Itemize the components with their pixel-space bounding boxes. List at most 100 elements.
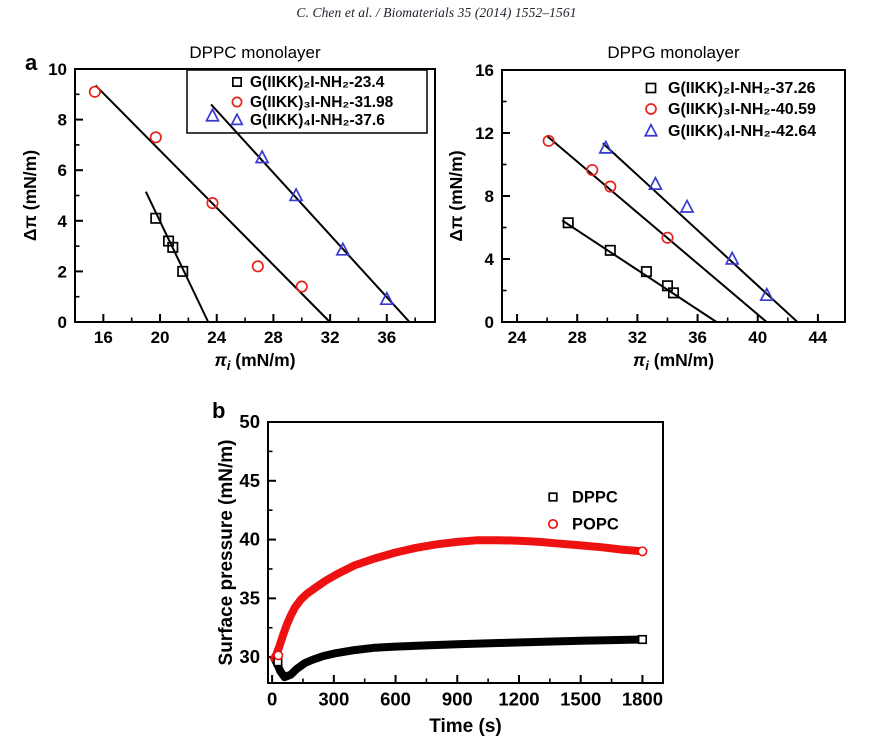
y-axis-label: Δπ (mN/m) xyxy=(20,150,40,241)
kinetics-curve xyxy=(270,635,647,682)
data-point-square xyxy=(562,217,574,229)
x-tick-label: 40 xyxy=(748,328,767,347)
data-point-triangle xyxy=(335,241,351,256)
y-tick-label: 10 xyxy=(48,60,67,79)
x-tick-label: 1800 xyxy=(622,689,663,710)
x-tick-label: 32 xyxy=(321,328,340,347)
data-point-square xyxy=(232,77,242,87)
data-point-triangle xyxy=(759,286,775,302)
legend-label: G(IIKK)₄I-NH₂-42.64 xyxy=(668,123,816,140)
x-tick-label: 32 xyxy=(628,328,647,347)
y-axis-label: Surface pressure (mN/m) xyxy=(216,440,237,666)
data-point-circle xyxy=(88,85,101,98)
data-point-circle xyxy=(604,180,617,193)
y-tick-label: 12 xyxy=(475,124,494,143)
data-point-circle xyxy=(661,231,674,244)
journal-header: C. Chen et al. / Biomaterials 35 (2014) … xyxy=(296,5,577,20)
chart-dppg-monolayer: 24 28 32 36 40 44 0 4 8 12 16 DPPG monolayer Δπ (mN/… xyxy=(446,43,846,373)
data-point-triangle xyxy=(724,250,740,265)
data-point-triangle xyxy=(643,122,659,137)
y-tick-label: 2 xyxy=(58,262,67,281)
x-tick-label: 44 xyxy=(808,328,827,347)
legend-label: G(IIKK)₃I-NH₂-40.59 xyxy=(668,101,816,118)
x-tick-label: 900 xyxy=(442,689,473,710)
x-tick-label: 16 xyxy=(94,328,113,347)
data-point-circle xyxy=(547,518,559,530)
legend-label: G(IIKK)₂I-NH₂-37.26 xyxy=(668,80,816,97)
y-tick-label: 35 xyxy=(239,587,260,608)
x-tick-label: 1200 xyxy=(498,689,539,710)
data-point-square xyxy=(604,244,616,256)
data-point-circle xyxy=(645,103,657,115)
x-tick-label: 20 xyxy=(151,328,170,347)
fit-line xyxy=(210,103,411,323)
data-point-circle xyxy=(586,163,599,177)
y-tick-label: 16 xyxy=(475,61,494,80)
data-point-square xyxy=(177,265,189,277)
data-point-circle xyxy=(273,650,284,661)
y-tick-label: 8 xyxy=(58,111,67,130)
x-tick-label: 28 xyxy=(264,328,283,347)
y-tick-label: 40 xyxy=(239,529,260,550)
x-tick-label: 24 xyxy=(508,328,527,347)
x-tick-label: 300 xyxy=(318,689,349,710)
fit-line xyxy=(561,219,718,323)
x-tick-label: 36 xyxy=(377,328,396,347)
data-point-triangle xyxy=(288,187,304,202)
y-tick-label: 6 xyxy=(58,161,67,180)
y-axis-label: Δπ (mN/m) xyxy=(446,150,466,241)
fit-line xyxy=(144,191,210,323)
x-tick-label: 0 xyxy=(267,689,277,710)
chart-title: DPPG monolayer xyxy=(607,43,740,62)
data-point-square xyxy=(548,492,558,502)
data-point-triangle xyxy=(230,112,244,126)
legend-label: POPC xyxy=(572,516,619,534)
x-tick-label: 600 xyxy=(380,689,411,710)
data-point-square xyxy=(661,280,674,292)
data-point-triangle xyxy=(598,139,614,154)
y-tick-label: 30 xyxy=(239,646,260,667)
x-axis-label: πi (mN/m) xyxy=(214,350,295,373)
data-point-triangle xyxy=(379,290,395,306)
kinetics-curve xyxy=(270,536,647,663)
y-tick-label: 4 xyxy=(58,212,68,231)
data-point-circle xyxy=(251,260,264,273)
data-point-circle xyxy=(542,134,555,147)
x-tick-label: 1500 xyxy=(560,689,601,710)
data-point-square xyxy=(167,241,179,253)
data-point-square xyxy=(667,287,680,299)
chart-adsorption-kinetics: 0 300 600 900 1200 1500 1800 30 35 40 45 50Surface … xyxy=(216,411,664,737)
data-point-square xyxy=(645,82,657,94)
data-point-square xyxy=(637,634,648,645)
data-point-circle xyxy=(295,280,308,293)
legend-label: DPPC xyxy=(572,489,618,507)
data-point-square xyxy=(150,212,162,224)
chart-title: DPPC monolayer xyxy=(189,43,321,62)
fit-line xyxy=(602,142,799,323)
data-point-circle xyxy=(637,546,648,557)
data-point-triangle xyxy=(254,149,270,164)
y-tick-label: 4 xyxy=(485,250,495,269)
plot-frame xyxy=(267,421,664,684)
x-axis-label: πi (mN/m) xyxy=(633,350,714,373)
data-point-circle xyxy=(231,96,243,108)
fit-line xyxy=(94,84,331,323)
y-tick-label: 8 xyxy=(485,187,494,206)
legend-label: G(IIKK)₂I-NH₂-23.4 xyxy=(250,74,385,91)
y-tick-label: 0 xyxy=(485,313,494,332)
x-tick-label: 28 xyxy=(568,328,587,347)
y-tick-label: 45 xyxy=(239,470,260,491)
data-point-circle xyxy=(206,197,219,210)
y-tick-label: 50 xyxy=(239,411,260,432)
x-tick-label: 24 xyxy=(207,328,226,347)
y-tick-label: 0 xyxy=(58,313,67,332)
legend-box xyxy=(186,69,428,134)
legend-label: G(IIKK)₃I-NH₂-31.98 xyxy=(250,94,394,111)
panel-a-label: a xyxy=(25,50,38,75)
data-point-circle xyxy=(149,131,162,144)
data-point-triangle xyxy=(205,107,220,122)
x-tick-label: 36 xyxy=(688,328,707,347)
data-point-triangle xyxy=(648,175,663,190)
